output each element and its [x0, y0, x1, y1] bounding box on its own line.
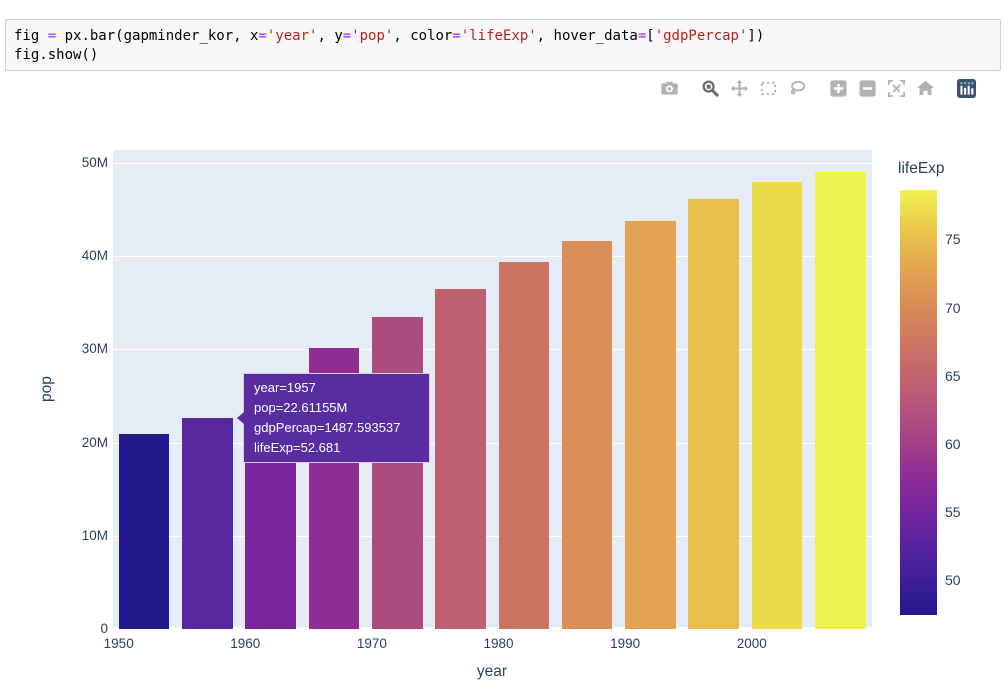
code-string-token: 'pop'	[351, 28, 394, 44]
tooltip-line: lifeExp=52.681	[254, 440, 341, 455]
modebar-group	[660, 79, 679, 98]
tooltip-line: year=1957	[254, 380, 316, 395]
camera-icon[interactable]	[660, 79, 679, 98]
y-tick-label: 30M	[81, 341, 108, 357]
x-tick-label: 1960	[230, 636, 261, 651]
code-token: fig.show()	[14, 47, 99, 63]
x-tick-label: 1990	[610, 636, 641, 651]
code-operator-token: =	[342, 28, 352, 44]
tooltip-arrow-icon	[237, 412, 244, 424]
autoscale-icon[interactable]	[887, 79, 906, 98]
bar-1957[interactable]	[182, 418, 233, 629]
y-tick-label: 20M	[81, 434, 108, 450]
tooltip-line: pop=22.61155M	[254, 400, 348, 415]
box-select-icon[interactable]	[759, 79, 778, 98]
colorbar-tick-label: 65	[945, 367, 961, 384]
tooltip-line: gdpPercap=1487.593537	[254, 420, 401, 435]
code-operator-token: =	[47, 28, 57, 44]
code-line: fig = px.bar(gapminder_kor, x='year', y=…	[14, 27, 1000, 46]
x-axis-title: year	[476, 663, 508, 680]
code-string-token: 'gdpPercap'	[654, 28, 748, 44]
y-gridline	[113, 163, 872, 165]
bar-1952[interactable]	[118, 433, 170, 629]
bar-1997[interactable]	[688, 198, 740, 629]
y-tick-label: 10M	[81, 527, 108, 543]
code-token: px.bar(gapminder_kor, x	[56, 28, 259, 44]
code-token: [	[646, 28, 655, 44]
y-gridline	[113, 535, 872, 537]
modebar-group	[701, 79, 807, 98]
colorbar-tick-label: 60	[945, 435, 961, 452]
y-gridline	[113, 349, 872, 351]
colorbar-tick-label: 50	[945, 572, 961, 589]
y-gridline	[113, 256, 872, 258]
code-operator-token: =	[258, 28, 267, 44]
y-gridline	[113, 442, 872, 444]
lasso-select-icon[interactable]	[788, 79, 807, 98]
code-cell[interactable]: fig = px.bar(gapminder_kor, x='year', y=…	[5, 19, 1001, 71]
plotly-figure: year pop lifeExp year=1957 pop=22.61155M g…	[0, 110, 1008, 700]
bar-1972[interactable]	[371, 316, 423, 629]
code-token: , y	[317, 28, 343, 44]
bar-2002[interactable]	[751, 181, 803, 629]
x-tick-label: 2000	[736, 636, 767, 651]
modebar-group	[829, 79, 935, 98]
reset-axes-icon[interactable]	[916, 79, 935, 98]
y-axis-title: pop	[38, 376, 55, 402]
zoom-out-icon[interactable]	[858, 79, 877, 98]
bar-1977[interactable]	[435, 289, 486, 629]
zeroline	[113, 627, 872, 629]
colorbar-tick-label: 75	[945, 231, 961, 248]
plotly-logo-icon[interactable]	[957, 79, 976, 98]
x-tick-label: 1950	[103, 636, 134, 651]
code-line: fig.show()	[14, 46, 1000, 65]
modebar-group	[957, 79, 976, 98]
colorbar-gradient	[900, 190, 937, 615]
bar-1987[interactable]	[561, 241, 613, 629]
bar-1982[interactable]	[498, 262, 550, 629]
plot-area[interactable]	[113, 150, 872, 629]
plotly-modebar	[660, 79, 976, 98]
code-token: , hover_data	[536, 28, 638, 44]
code-token: ])	[747, 28, 765, 44]
zoom-icon[interactable]	[701, 79, 720, 98]
code-string-token: 'year'	[266, 28, 318, 44]
code-operator-token: =	[637, 28, 647, 44]
y-tick-label: 40M	[81, 248, 108, 264]
x-tick-label: 1970	[356, 636, 387, 651]
y-tick-label: 50M	[81, 155, 108, 171]
code-string-token: 'lifeExp'	[460, 28, 537, 44]
code-operator-token: =	[452, 28, 461, 44]
code-token: , color	[393, 28, 453, 44]
x-tick-label: 1980	[483, 636, 514, 651]
bar-2007[interactable]	[815, 172, 866, 629]
bar-1992[interactable]	[625, 220, 676, 629]
colorbar-title: lifeExp	[898, 160, 945, 177]
code-token: fig	[14, 28, 48, 44]
colorbar-tick-label: 70	[945, 299, 961, 316]
zoom-in-icon[interactable]	[829, 79, 848, 98]
hover-tooltip: year=1957 pop=22.61155M gdpPercap=1487.593…	[237, 373, 430, 463]
pan-icon[interactable]	[730, 79, 749, 98]
colorbar-tick-label: 55	[945, 504, 961, 521]
y-tick-label: 0	[100, 621, 108, 636]
